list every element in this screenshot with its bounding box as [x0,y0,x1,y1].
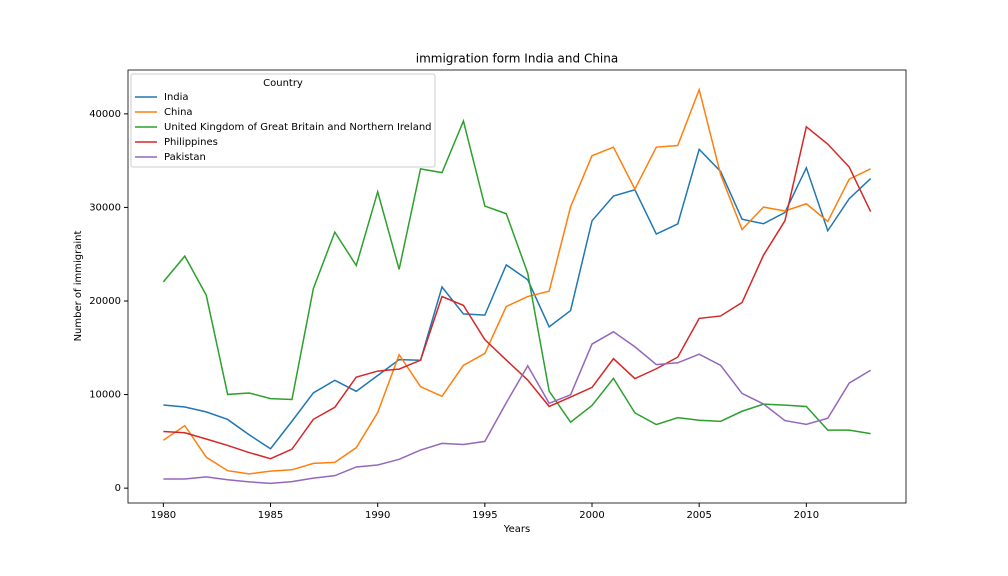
x-tick-label: 1985 [258,510,283,521]
series-line [163,147,872,450]
y-tick-label: 40000 [89,109,121,120]
y-tick-label: 30000 [89,202,121,213]
y-tick-label: 20000 [89,296,121,307]
y-tick-label: 10000 [89,390,121,401]
series-line [163,330,872,485]
x-tick-label: 2010 [794,510,819,521]
x-tick-label: 2005 [686,510,711,521]
legend-title: Country [263,78,303,89]
x-tick-label: 1995 [472,510,497,521]
y-axis-label: Number of immigraint [73,231,84,342]
legend-label: Philippines [164,137,218,148]
x-axis-label: Years [503,524,530,535]
x-tick-label: 1980 [151,510,176,521]
chart-title: immigration form India and China [416,52,618,66]
legend-label: China [164,107,193,118]
x-tick-label: 1990 [365,510,390,521]
series-line [162,87,871,475]
legend-label: India [164,92,189,103]
series-line [162,118,871,435]
legend-label: United Kingdom of Great Britain and Nort… [164,122,432,133]
series-line [163,125,872,460]
plot-frame [127,69,907,504]
legend-label: Pakistan [164,152,206,163]
x-tick-label: 2000 [579,510,604,521]
legend-box [130,73,436,168]
y-tick-label: 0 [115,483,121,494]
